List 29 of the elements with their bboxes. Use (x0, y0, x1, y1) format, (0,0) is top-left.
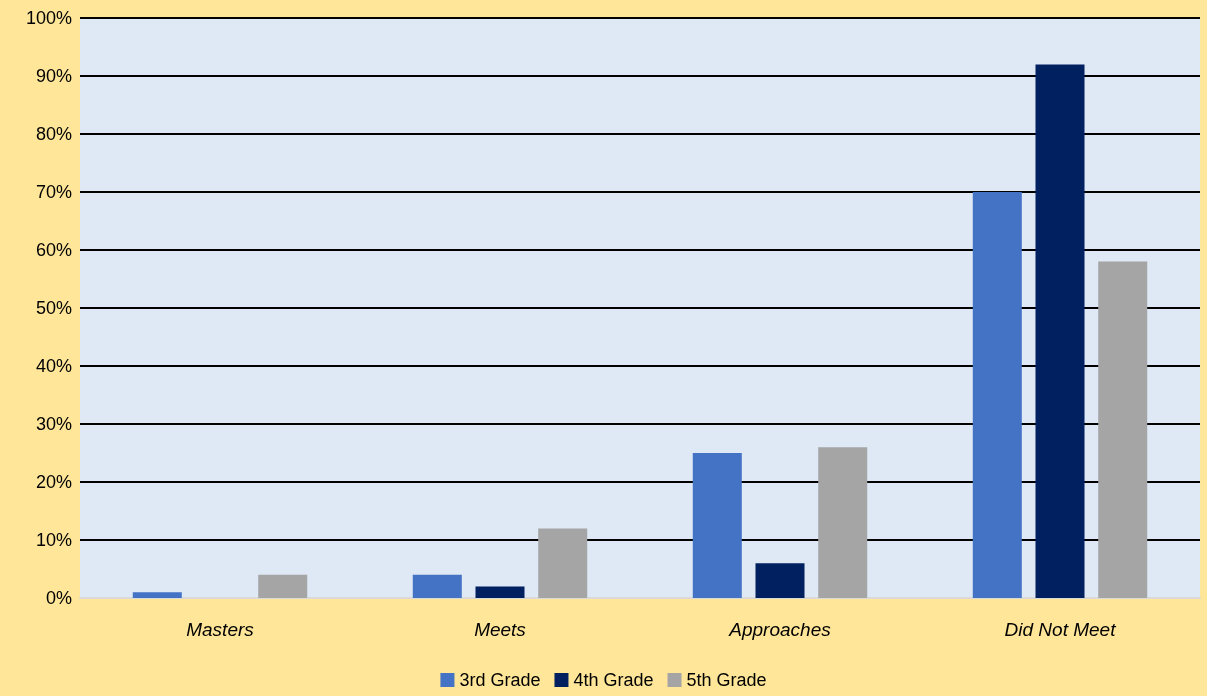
y-tick-label: 100% (25, 8, 72, 28)
y-tick-label: 70% (35, 182, 72, 202)
bar (538, 528, 588, 598)
bar (412, 574, 462, 598)
bar (1098, 261, 1148, 598)
y-tick-label: 50% (35, 298, 72, 318)
y-tick-label: 90% (35, 66, 72, 86)
legend-label: 4th Grade (573, 670, 654, 690)
y-tick-label: 30% (35, 414, 72, 434)
y-tick-label: 40% (35, 356, 72, 376)
bar (475, 586, 525, 598)
legend-label: 3rd Grade (459, 670, 541, 690)
bar (1035, 64, 1085, 598)
y-tick-label: 0% (45, 588, 72, 608)
y-tick-label: 10% (35, 530, 72, 550)
bar (132, 592, 182, 598)
bar (755, 563, 805, 598)
legend-label: 5th Grade (686, 670, 767, 690)
x-tick-label: Approaches (728, 619, 832, 640)
bar (692, 453, 742, 598)
y-tick-label: 80% (35, 124, 72, 144)
x-tick-label: Masters (186, 619, 255, 640)
y-tick-label: 20% (35, 472, 72, 492)
x-tick-label: Did Not Meet (1004, 619, 1117, 640)
bar (972, 192, 1022, 598)
x-tick-label: Meets (474, 619, 527, 640)
bar (818, 447, 868, 598)
y-tick-label: 60% (35, 240, 72, 260)
bar (258, 574, 308, 598)
